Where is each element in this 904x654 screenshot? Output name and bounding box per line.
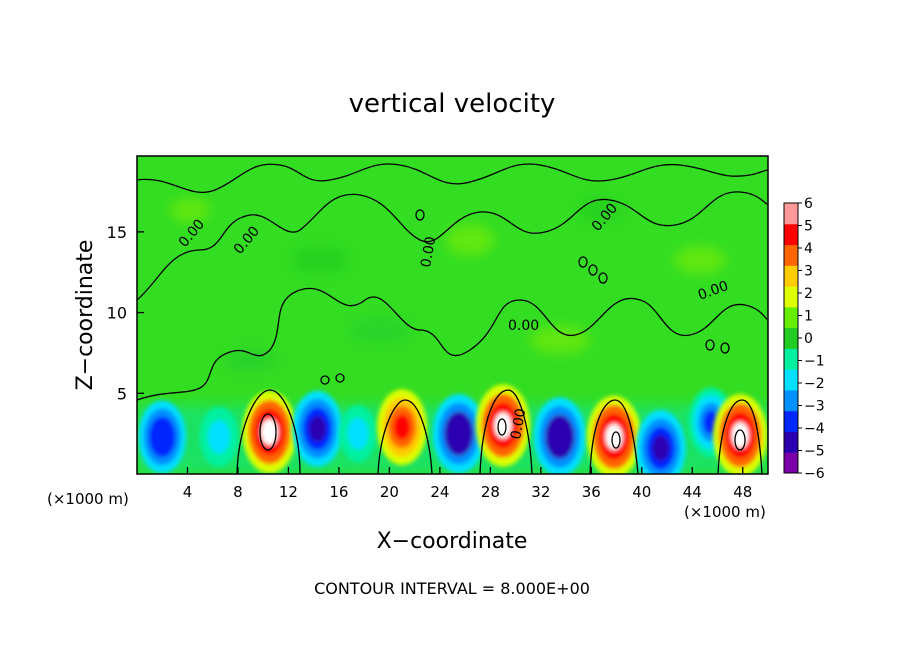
x-tick-label: 28 <box>481 483 500 501</box>
cell-core <box>605 424 623 450</box>
x-unit-right: (×1000 m) <box>684 503 766 521</box>
downdraft-cell <box>292 390 343 467</box>
downdraft-cell <box>339 405 377 463</box>
downdraft-cell <box>432 394 485 474</box>
cell-ring <box>351 423 365 444</box>
cell-ring <box>154 424 171 450</box>
cell-ring <box>212 426 226 448</box>
colorbar-swatch <box>784 306 798 329</box>
y-tick-label: 10 <box>107 304 127 323</box>
colorbar-swatch <box>784 348 798 370</box>
colorbar-tick-label: 5 <box>804 219 813 235</box>
cell-ring <box>652 435 670 462</box>
x-tick-label: 24 <box>430 483 449 501</box>
x-tick-label: 20 <box>380 483 399 501</box>
colorbar-tick-label: 3 <box>804 264 813 280</box>
contour-label: 0.00 <box>418 235 439 268</box>
x-tick-label: 16 <box>329 483 348 501</box>
x-axis: 4 8 12 16 20 24 28 32 36 40 44 48 <box>183 467 752 501</box>
colorbar-tick-label: 0 <box>804 331 813 347</box>
colorbar-tick-label: −3 <box>804 399 825 415</box>
colorbar-swatch <box>784 327 798 349</box>
colorbar-tick-label: −1 <box>804 354 825 370</box>
cell-ring <box>393 414 411 441</box>
chart-title: vertical velocity <box>349 89 556 119</box>
x-tick-label: 44 <box>683 483 702 501</box>
cell-core <box>261 419 278 445</box>
colorbar-tick-label: −6 <box>804 466 825 482</box>
downdraft-cell <box>635 410 686 474</box>
y-axis: 5 10 15 <box>107 223 144 403</box>
cell-core <box>732 422 749 448</box>
x-tick-label: 36 <box>582 483 601 501</box>
y-axis-label: Z−coordinate <box>73 240 98 391</box>
x-tick-label: 32 <box>531 483 550 501</box>
updraft-cell <box>475 384 531 467</box>
contour-label: 0.00 <box>508 318 539 334</box>
x-tick-label: 40 <box>632 483 651 501</box>
colorbar-tick-label: −5 <box>804 444 825 460</box>
plot-frame <box>136 155 769 475</box>
field-texture <box>170 198 726 370</box>
y-tick-label: 15 <box>107 223 127 242</box>
colorbar-tick-label: 4 <box>804 241 813 257</box>
downdraft-cell <box>199 406 239 467</box>
colorbar-swatch <box>784 223 798 246</box>
cell-ring <box>550 423 569 451</box>
colorbar-swatch <box>784 410 798 432</box>
colorbar-tick-label: 2 <box>804 286 813 302</box>
colorbar: 6 5 4 3 2 1 0 −1 −2 −3 −4 −5 −6 <box>783 196 825 482</box>
x-unit-left: (×1000 m) <box>47 490 129 508</box>
updraft-cell <box>242 390 297 474</box>
x-tick-label: 12 <box>279 483 298 501</box>
colorbar-swatch <box>784 244 798 266</box>
cell-ring <box>308 415 326 442</box>
colorbar-swatch <box>784 265 798 287</box>
colorbar-tick-label: 6 <box>804 196 813 212</box>
colorbar-swatch <box>784 389 798 412</box>
cell-ring <box>449 420 468 448</box>
y-tick-label: 5 <box>117 384 127 403</box>
updraft-cell <box>713 394 768 474</box>
colorbar-swatch <box>784 369 798 391</box>
colorbar-swatch <box>784 431 798 453</box>
colorbar-tick-label: −2 <box>804 376 825 392</box>
colorbar-swatch <box>784 203 798 225</box>
x-tick-label: 4 <box>183 483 193 501</box>
x-tick-label: 8 <box>233 483 243 501</box>
plot-area: 0.00 0.00 0.00 0.00 0.00 0.00 0.00 <box>137 156 768 474</box>
colorbar-tick-label: 1 <box>804 309 813 325</box>
x-axis-label: X−coordinate <box>377 529 528 554</box>
contour-lines <box>137 163 768 474</box>
x-tick-label: 48 <box>733 483 752 501</box>
downdraft-cell <box>533 397 586 474</box>
downdraft-cell <box>138 400 187 474</box>
contour-label: 0.00 <box>508 407 529 440</box>
colorbar-tick-label: −4 <box>804 421 825 437</box>
colorbar-swatch <box>784 452 798 474</box>
contour-interval-note: CONTOUR INTERVAL = 8.000E+00 <box>314 579 590 598</box>
colorbar-swatch <box>784 286 798 308</box>
